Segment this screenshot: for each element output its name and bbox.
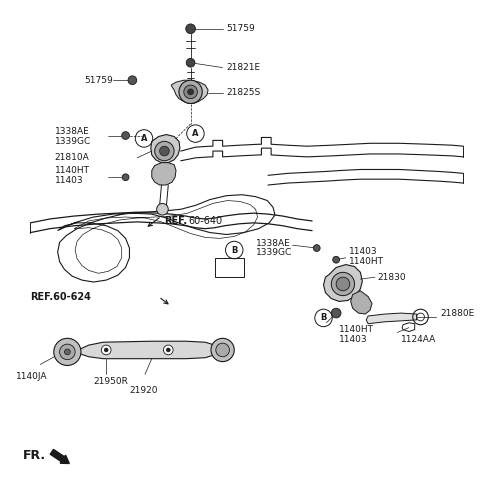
Circle shape [104,348,108,352]
Polygon shape [74,341,217,359]
Circle shape [122,174,129,181]
Text: 11403: 11403 [339,335,368,344]
Polygon shape [152,163,176,185]
Circle shape [122,132,130,139]
Circle shape [128,76,137,85]
Circle shape [216,343,229,357]
Text: 1140HT: 1140HT [349,257,384,266]
Circle shape [64,349,70,355]
Circle shape [159,146,169,156]
Circle shape [179,80,202,104]
Text: 51759: 51759 [227,24,255,33]
Text: 1124AA: 1124AA [401,335,436,344]
Circle shape [331,308,341,318]
Text: 1339GC: 1339GC [256,248,292,258]
Circle shape [60,344,75,360]
Circle shape [184,85,197,99]
Circle shape [336,277,350,291]
Circle shape [211,338,234,362]
FancyArrow shape [50,449,69,463]
Circle shape [188,89,193,95]
Circle shape [333,257,339,263]
Polygon shape [366,313,417,324]
Text: 21830: 21830 [378,273,407,282]
Text: 1338AE: 1338AE [256,238,290,247]
Text: 11403: 11403 [55,176,84,185]
Circle shape [186,24,195,34]
Text: B: B [320,314,327,323]
Circle shape [186,59,195,67]
Polygon shape [151,135,180,163]
Circle shape [313,244,320,252]
Text: B: B [231,245,238,255]
Circle shape [54,338,81,365]
Text: 1338AE: 1338AE [55,127,89,136]
Text: 21825S: 21825S [227,88,261,97]
Text: 21920: 21920 [130,386,158,395]
Circle shape [101,345,111,355]
Circle shape [331,273,355,296]
Text: 21880E: 21880E [440,309,474,318]
Text: REF.60-624: REF.60-624 [31,292,91,302]
Circle shape [156,203,168,215]
Text: 1140HT: 1140HT [339,325,374,334]
Text: 11403: 11403 [349,247,377,257]
Circle shape [163,345,173,355]
Polygon shape [171,80,208,104]
Text: 21950R: 21950R [94,377,129,385]
Polygon shape [351,291,372,314]
Text: 51759: 51759 [84,76,113,85]
Circle shape [167,348,170,352]
Text: REF.: REF. [164,216,188,226]
Text: 1140HT: 1140HT [55,166,90,175]
Circle shape [155,141,174,161]
Text: 60-640: 60-640 [189,216,223,226]
Text: FR.: FR. [23,449,46,462]
Text: A: A [192,129,199,138]
Text: A: A [141,134,147,143]
Text: 1339GC: 1339GC [55,137,91,146]
Text: 21810A: 21810A [55,153,89,162]
Text: 1140JA: 1140JA [16,372,48,381]
Text: 21821E: 21821E [227,63,261,72]
Polygon shape [324,265,362,302]
